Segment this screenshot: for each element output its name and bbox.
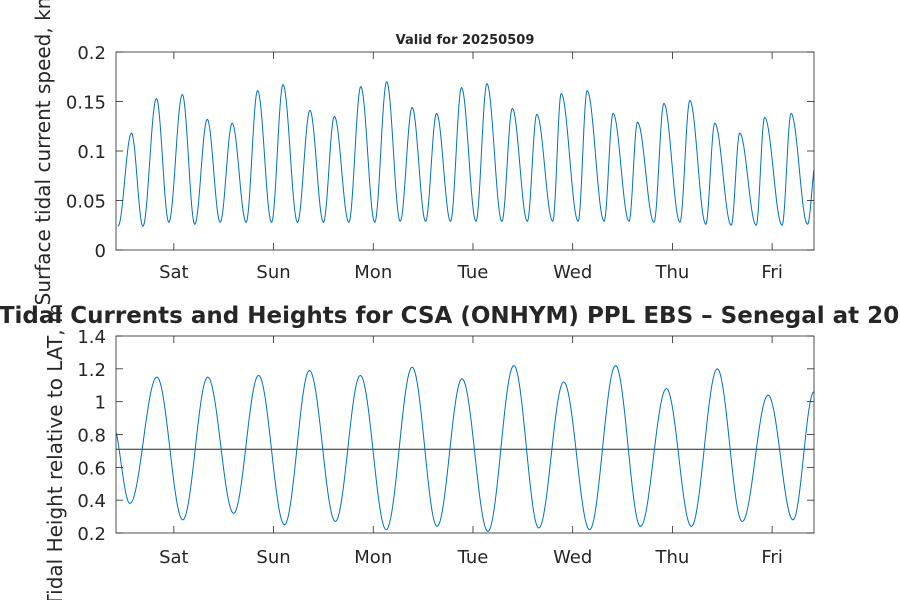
tidal-height-series-line xyxy=(116,364,814,532)
tidal-height-y-tick-label: 0.4 xyxy=(77,491,106,512)
current-speed-x-tick-label: Fri xyxy=(761,262,782,283)
current-speed-x-tick-label: Tue xyxy=(457,262,489,283)
tidal-height-x-tick-label: Wed xyxy=(553,547,592,568)
current-speed-chart-title: Valid for 20250509 xyxy=(396,33,535,48)
tidal-height-x-tick-label: Fri xyxy=(761,547,782,568)
tidal-height-x-ticks: Sat Sun Mon Tue Wed Thu Fri xyxy=(159,336,783,568)
current-speed-y-tick-label: 0.2 xyxy=(77,43,106,64)
current-speed-x-tick-label: Thu xyxy=(654,262,689,283)
tidal-height-x-tick-label: Tue xyxy=(457,547,489,568)
tidal-height-y-tick-label: 0.2 xyxy=(77,524,106,545)
tidal-height-y-ticks: 0.2 0.4 0.6 0.8 1 1.2 1.4 xyxy=(77,327,814,545)
tidal-height-x-tick-label: Mon xyxy=(354,547,392,568)
tidal-height-x-tick-label: Sun xyxy=(256,547,290,568)
current-speed-y-tick-label: 0.1 xyxy=(77,142,106,163)
current-speed-y-tick-label: 0.05 xyxy=(66,192,106,213)
current-speed-y-ticks: 0 0.05 0.1 0.15 0.2 xyxy=(66,43,814,262)
current-speed-y-tick-label: 0.15 xyxy=(66,93,106,114)
tidal-height-y-tick-label: 1.2 xyxy=(77,360,106,381)
tidal-height-x-tick-label: Sat xyxy=(159,547,189,568)
current-speed-y-axis-label: Surface tidal current speed, kn xyxy=(31,0,55,305)
current-speed-x-tick-label: Sat xyxy=(159,262,189,283)
current-speed-x-tick-label: Mon xyxy=(354,262,392,283)
tidal-height-y-tick-label: 1.4 xyxy=(77,327,106,348)
current-speed-chart: 0 0.05 0.1 0.15 0.2 Sat Sun Mon Tue Wed Thu Fri Va… xyxy=(31,0,815,305)
current-speed-x-tick-label: Sun xyxy=(256,262,290,283)
tidal-height-y-tick-label: 0.8 xyxy=(77,426,106,447)
current-speed-x-tick-label: Wed xyxy=(553,262,592,283)
tidal-height-chart-title: Tidal Currents and Heights for CSA (ONHY… xyxy=(0,303,900,329)
tidal-height-y-axis-label: Tidal Height relative to LAT, m xyxy=(43,304,67,600)
tidal-height-y-tick-label: 1 xyxy=(95,393,106,414)
tidal-height-plot-area xyxy=(116,336,814,533)
current-speed-plot-area xyxy=(116,52,814,250)
current-speed-y-tick-label: 0 xyxy=(95,241,106,262)
current-speed-series-line xyxy=(117,80,814,227)
tidal-height-x-tick-label: Thu xyxy=(654,547,689,568)
current-speed-x-ticks: Sat Sun Mon Tue Wed Thu Fri xyxy=(159,52,783,283)
tidal-height-y-tick-label: 0.6 xyxy=(77,458,106,479)
tidal-height-chart: 0.2 0.4 0.6 0.8 1 1.2 1.4 Sat Sun Mon Tue Wed Thu Fr… xyxy=(0,303,900,600)
